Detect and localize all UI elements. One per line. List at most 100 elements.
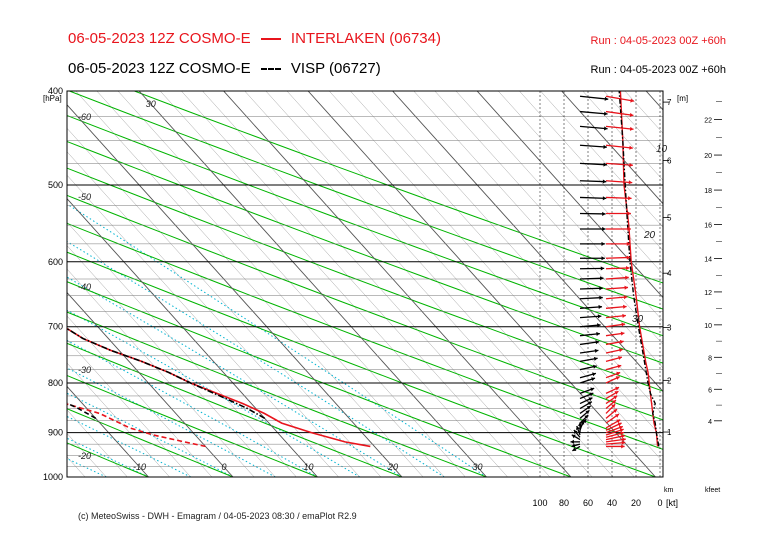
wind-arrow-head (598, 304, 603, 310)
wind-arrow-head (596, 331, 600, 336)
hatch-line (476, 91, 663, 298)
hatch-line (96, 91, 445, 477)
wind-arrow-head (603, 144, 607, 149)
temp-label: 20 (387, 462, 398, 472)
visp-run-label: Run : 04-05-2023 00Z +60h (590, 64, 726, 76)
wind-arrow-head (591, 377, 596, 382)
visp-wind-speed-curve (618, 91, 660, 447)
pressure-tick-label: 500 (48, 180, 63, 190)
pressure-tick-label: 800 (48, 378, 63, 388)
wind-inner-label: 30 (632, 314, 644, 325)
hatch-line (498, 91, 663, 275)
isotherm-line (0, 91, 64, 477)
wind-arrow (605, 125, 634, 130)
hatch-line (67, 268, 255, 477)
isotherm-line (476, 91, 663, 299)
hatch-line (265, 91, 614, 477)
dry-adiabat (0, 91, 64, 477)
wind-arrow (579, 306, 603, 309)
interlaken-station-label: INTERLAKEN (06734) (290, 30, 441, 47)
sounding-curves (67, 91, 660, 448)
temp-label-left: -40 (78, 282, 91, 292)
wind-arrow-head (628, 196, 632, 201)
kfeet-tick-label: 18 (704, 188, 712, 195)
wind-arrow-head (601, 256, 605, 261)
wind-arrow-head (573, 429, 578, 434)
wind-arrow-head (604, 96, 609, 101)
wind-arrow (579, 125, 608, 130)
visp-station-label: VISP (06727) (290, 60, 381, 77)
moist-adiabat (0, 91, 64, 477)
wind-arrow-head (614, 391, 619, 395)
pressure-tick-label: 400 (48, 86, 63, 96)
km-tick-label: 1 (667, 428, 672, 437)
wind-arrow (579, 95, 609, 100)
wind-arrow (605, 162, 633, 166)
dry-adiabat (134, 91, 663, 284)
wind-tick-label: 100 (532, 498, 547, 508)
wind-arrow-head (604, 111, 608, 116)
wind-arrow (579, 180, 607, 183)
wind-arrow (579, 315, 602, 319)
wind-arrow-head (628, 180, 633, 185)
hatch-line (434, 91, 663, 345)
wind-arrow (579, 296, 603, 300)
moist-adiabat (67, 339, 318, 477)
kfeet-tick-label: 22 (704, 117, 712, 124)
wind-arrow-head (620, 431, 624, 436)
wind-arrow-head (625, 266, 630, 271)
wind-arrow-head (601, 241, 605, 246)
wind-arrow-head (614, 414, 619, 418)
hatch-line (160, 91, 508, 477)
wind-arrow-head (590, 387, 595, 392)
dry-adiabat (67, 342, 403, 477)
isotherm-line (223, 91, 572, 477)
kfeet-tick-label: 14 (704, 256, 712, 263)
moist-adiabat (67, 415, 192, 477)
wind-arrow-head (618, 356, 622, 360)
wind-tick-label: 80 (559, 498, 569, 508)
wind-arrow-head (571, 434, 576, 439)
pressure-tick-label: 900 (48, 428, 63, 438)
wind-arrow-head (627, 211, 631, 216)
wind-arrow-head (599, 276, 604, 281)
wind-arrow (605, 296, 628, 300)
wind-arrow-head (587, 401, 592, 406)
wind-arrow-head (621, 322, 626, 327)
hatch-line (350, 91, 663, 439)
moist-adiabat (67, 437, 149, 477)
wind-tick-label: 40 (607, 498, 617, 508)
kfeet-tick-label: 12 (704, 290, 712, 297)
wind-unit-label: [kt] (666, 498, 678, 508)
wind-arrow-head (620, 331, 625, 336)
wind-arrow-head (619, 348, 623, 353)
kfeet-tick-label: 4 (708, 419, 712, 426)
isotherm-line (561, 91, 663, 205)
wind-arrow-head (592, 372, 596, 377)
isotherm-line (392, 91, 663, 393)
hatch-line (0, 91, 1, 477)
visp-model-label: 06-05-2023 12Z COSMO-E (68, 60, 251, 77)
wind-arrow (605, 276, 629, 280)
wind-arrow (605, 256, 631, 259)
wind-inner-label: 20 (643, 230, 656, 241)
pressure-unit-label: [hPa] (43, 94, 62, 103)
wind-arrow-head (602, 179, 607, 184)
moist-adiabat (67, 392, 234, 477)
wind-arrow-head (621, 444, 625, 449)
wind-arrow-head (577, 422, 583, 426)
wind-arrow-head (619, 339, 624, 344)
wind-arrow-head (629, 162, 633, 168)
hatch-line (0, 91, 43, 477)
isotherm-line (138, 91, 487, 477)
hatch-line (582, 91, 663, 181)
hatch-line (371, 91, 663, 416)
wind-arrow-head (599, 295, 603, 300)
moist-adiabat (67, 367, 276, 477)
km-tick-label: 2 (667, 376, 672, 385)
kfeet-tick-label: 10 (704, 323, 712, 330)
temp-label: -10 (133, 462, 146, 472)
temp-label-left: -20 (78, 451, 91, 461)
wind-arrow-head (618, 425, 623, 430)
